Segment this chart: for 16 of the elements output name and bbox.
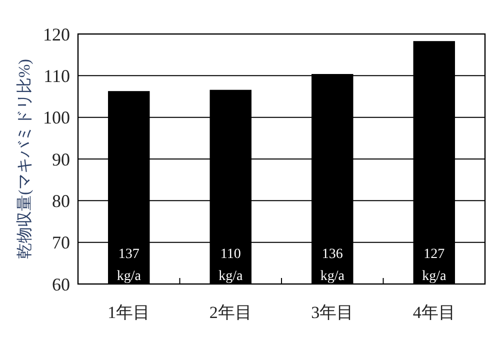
y-tick-label: 110 — [44, 66, 70, 86]
annotation: 127 kg/a — [422, 246, 447, 284]
y-tick-label: 70 — [52, 232, 70, 253]
y-tick-label: 90 — [52, 149, 70, 170]
x-tick-label: 3年目 — [311, 303, 354, 322]
y-tick-label: 100 — [43, 108, 70, 128]
annotation: 136 kg/a — [320, 246, 346, 284]
y-axis-title: 乾物収量(マキバミドリ比%) — [16, 59, 34, 259]
annotation: 137 kg/a — [116, 246, 142, 284]
x-tick-label: 2年目 — [209, 303, 252, 322]
y-tick-label: 80 — [52, 190, 70, 211]
y-tick-label: 60 — [52, 274, 70, 294]
x-tick-label: 1年目 — [108, 303, 150, 322]
y-tick-label: 120 — [43, 24, 70, 44]
x-tick-label: 4年目 — [412, 303, 456, 322]
annotation: 110 kg/a — [218, 246, 244, 284]
